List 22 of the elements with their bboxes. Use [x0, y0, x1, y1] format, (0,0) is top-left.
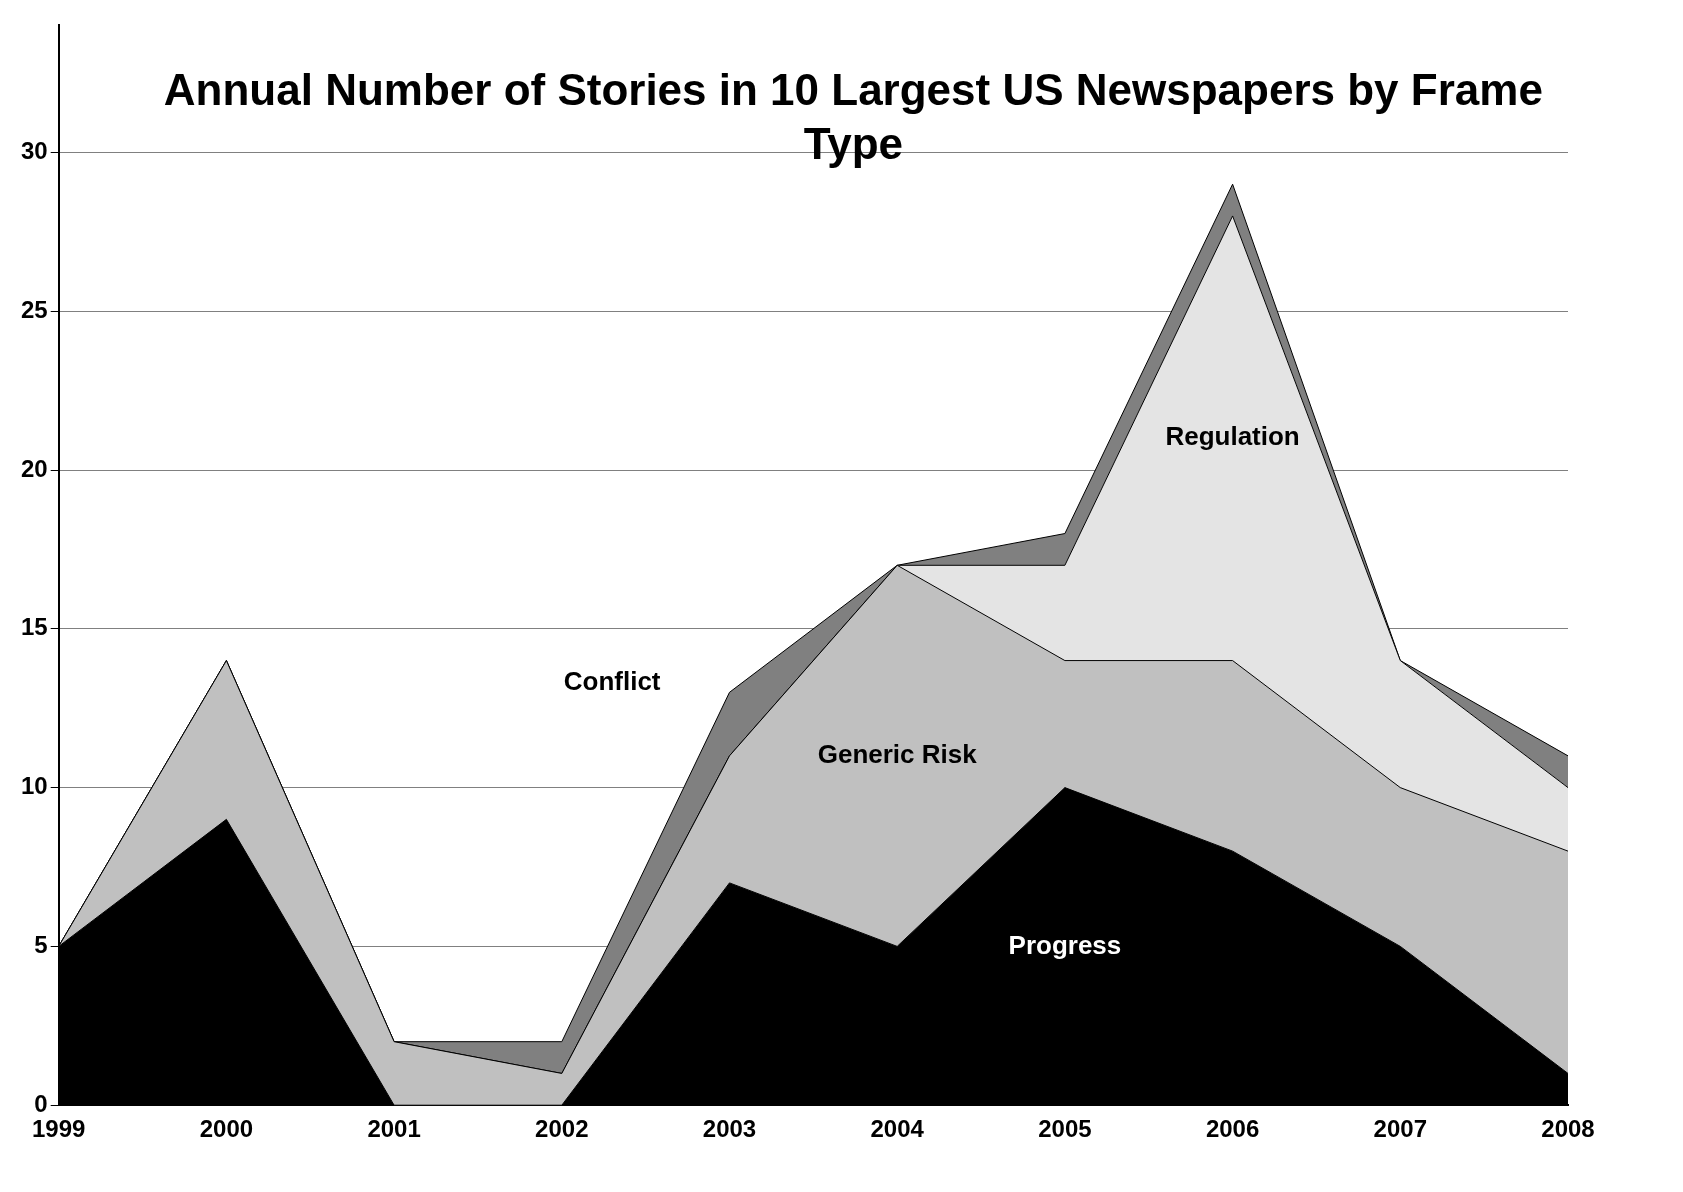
- x-tick-label: 2005: [1038, 1115, 1092, 1143]
- x-tick-label: 2002: [535, 1115, 589, 1143]
- y-tick-label: 20: [20, 454, 48, 482]
- x-tick-label: 2003: [702, 1115, 757, 1143]
- text: Annual Number of Stories in 10 Largest US Newspapers by Frame Type: [163, 64, 1543, 168]
- y-tick-label: 25: [20, 295, 48, 323]
- x-tick-label: 2008: [1541, 1115, 1595, 1143]
- x-tick-label: 2006: [1205, 1115, 1260, 1143]
- x-tick-label: 2001: [367, 1115, 421, 1143]
- x-tick-label: 1999: [32, 1115, 86, 1143]
- y-tick-label: 10: [20, 772, 48, 800]
- x-tick-label: 2004: [870, 1115, 925, 1143]
- x-tick-label: 2000: [199, 1115, 254, 1143]
- y-tick-label: 30: [20, 137, 48, 165]
- series-label: Progress: [1008, 929, 1122, 960]
- y-tick-label: 15: [20, 613, 48, 641]
- text: Conflict: [563, 665, 661, 696]
- y-tick-label: 5: [34, 931, 48, 959]
- y-tick-label: 0: [34, 1089, 48, 1117]
- series-label: Generic Risk: [817, 739, 978, 770]
- x-tick-label: 2007: [1373, 1115, 1427, 1143]
- series-label: Regulation: [1165, 421, 1300, 452]
